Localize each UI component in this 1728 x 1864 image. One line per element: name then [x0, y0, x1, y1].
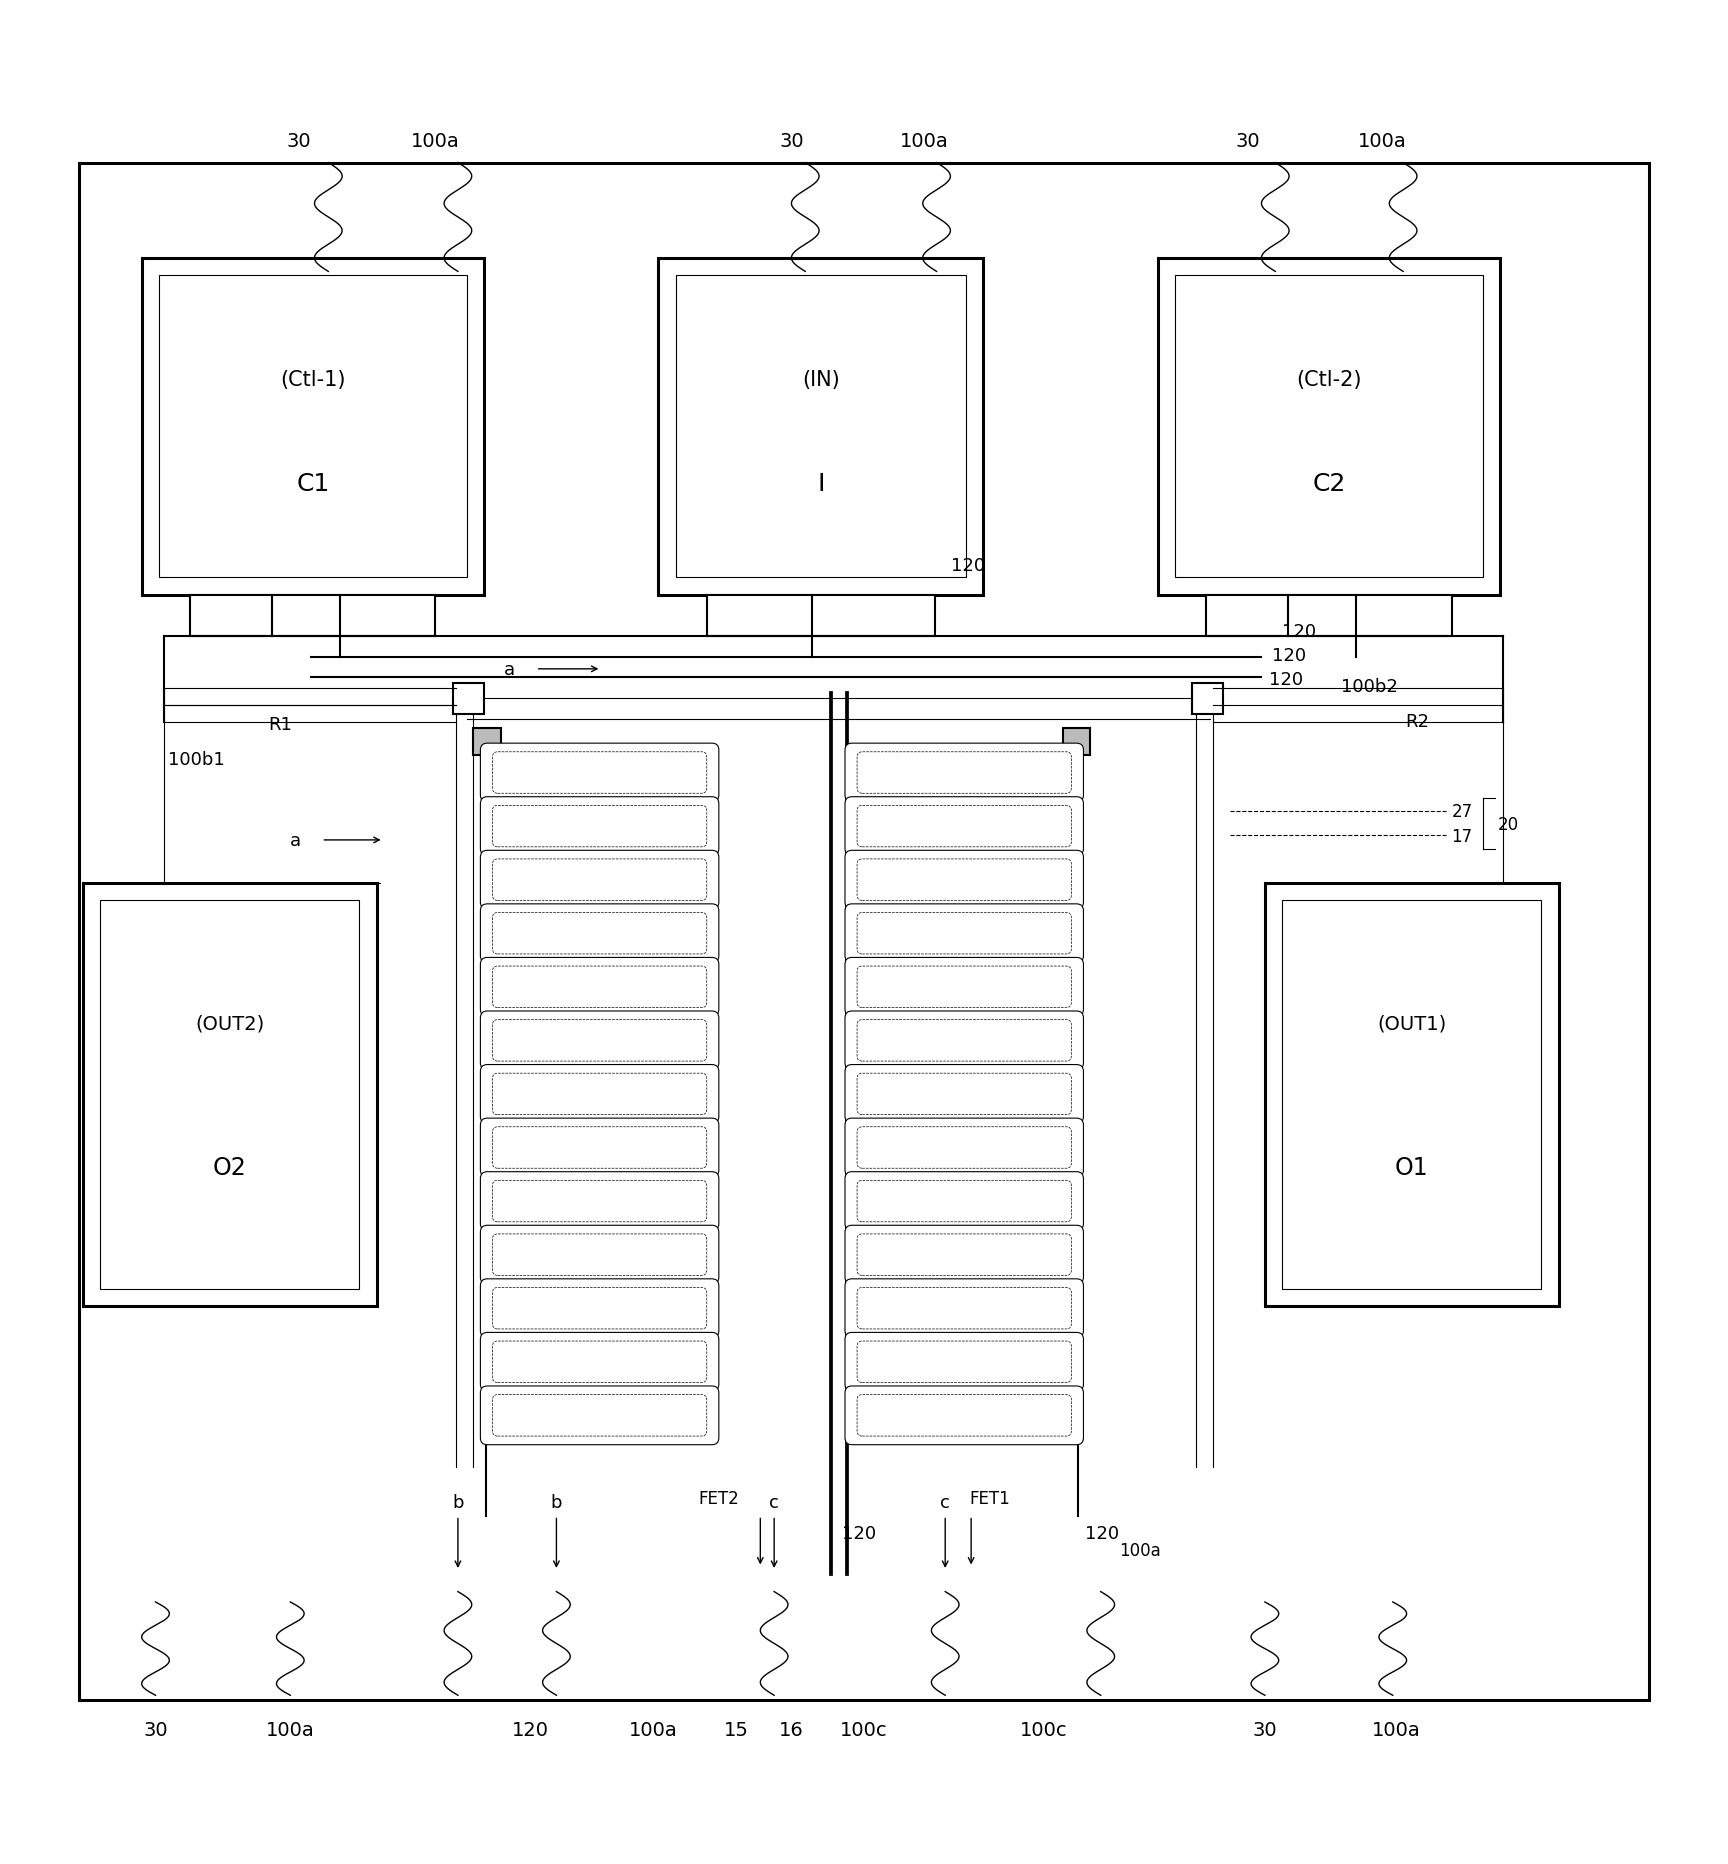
- FancyBboxPatch shape: [845, 1064, 1083, 1124]
- Bar: [1158, 259, 1500, 595]
- FancyBboxPatch shape: [845, 1012, 1083, 1070]
- Text: 30: 30: [779, 132, 804, 151]
- FancyBboxPatch shape: [845, 850, 1083, 910]
- FancyBboxPatch shape: [480, 1333, 719, 1391]
- Bar: [1282, 900, 1541, 1290]
- Bar: [676, 276, 966, 578]
- Bar: [83, 884, 377, 1307]
- Text: c: c: [940, 1493, 950, 1512]
- Text: 120: 120: [511, 1720, 550, 1739]
- FancyBboxPatch shape: [845, 904, 1083, 964]
- Text: 27: 27: [1452, 802, 1472, 820]
- Bar: [190, 595, 435, 637]
- Text: R2: R2: [1405, 712, 1429, 731]
- Text: 100a: 100a: [266, 1720, 314, 1739]
- Text: 100a: 100a: [1358, 132, 1407, 151]
- FancyBboxPatch shape: [845, 1172, 1083, 1230]
- Bar: [658, 259, 983, 595]
- Text: 30: 30: [143, 1720, 168, 1739]
- Text: 100a: 100a: [1120, 1542, 1161, 1560]
- FancyBboxPatch shape: [845, 1387, 1083, 1445]
- Text: O1: O1: [1394, 1156, 1429, 1180]
- Text: I: I: [817, 472, 824, 496]
- FancyBboxPatch shape: [845, 1227, 1083, 1284]
- Text: 120: 120: [1085, 1525, 1120, 1542]
- Text: 100a: 100a: [900, 132, 949, 151]
- FancyBboxPatch shape: [480, 1279, 719, 1338]
- Text: (IN): (IN): [802, 369, 840, 390]
- Bar: [1265, 884, 1559, 1307]
- FancyBboxPatch shape: [480, 744, 719, 803]
- Text: 30: 30: [1236, 132, 1260, 151]
- Text: C1: C1: [295, 472, 330, 496]
- FancyBboxPatch shape: [480, 958, 719, 1016]
- Bar: [1192, 684, 1223, 714]
- FancyBboxPatch shape: [480, 1012, 719, 1070]
- Text: 120: 120: [1282, 623, 1317, 641]
- FancyBboxPatch shape: [845, 798, 1083, 856]
- Text: 100c: 100c: [840, 1720, 888, 1739]
- Text: R1: R1: [268, 716, 292, 734]
- Bar: [159, 276, 467, 578]
- Text: 20: 20: [1498, 816, 1519, 833]
- Text: a: a: [290, 831, 301, 850]
- Text: 120: 120: [842, 1525, 876, 1542]
- FancyBboxPatch shape: [480, 1387, 719, 1445]
- Bar: [707, 595, 935, 637]
- Text: (Ctl-2): (Ctl-2): [1296, 369, 1362, 390]
- FancyBboxPatch shape: [845, 1279, 1083, 1338]
- Text: 30: 30: [287, 132, 311, 151]
- Text: 100c: 100c: [1020, 1720, 1068, 1739]
- Text: a: a: [505, 660, 515, 678]
- Text: (OUT2): (OUT2): [195, 1014, 264, 1033]
- Text: (OUT1): (OUT1): [1377, 1014, 1446, 1033]
- Text: O2: O2: [213, 1156, 247, 1180]
- Text: b: b: [551, 1493, 562, 1512]
- Text: 120: 120: [1268, 671, 1303, 690]
- FancyBboxPatch shape: [480, 904, 719, 964]
- Text: 100a: 100a: [629, 1720, 677, 1739]
- Text: FET1: FET1: [969, 1489, 1011, 1508]
- Bar: [1063, 729, 1090, 755]
- Bar: [100, 900, 359, 1290]
- Text: FET2: FET2: [698, 1489, 740, 1508]
- Bar: [473, 729, 501, 755]
- Text: 100a: 100a: [411, 132, 460, 151]
- Text: 15: 15: [724, 1720, 748, 1739]
- Bar: [453, 684, 484, 714]
- Bar: [1175, 276, 1483, 578]
- Bar: [142, 259, 484, 595]
- Text: 120: 120: [1272, 647, 1306, 665]
- FancyBboxPatch shape: [845, 1333, 1083, 1391]
- Bar: [1206, 595, 1452, 637]
- FancyBboxPatch shape: [845, 958, 1083, 1016]
- Text: 100b1: 100b1: [168, 751, 225, 768]
- Text: b: b: [453, 1493, 463, 1512]
- FancyBboxPatch shape: [480, 1064, 719, 1124]
- Text: 30: 30: [1253, 1720, 1277, 1739]
- Text: c: c: [769, 1493, 779, 1512]
- FancyBboxPatch shape: [480, 850, 719, 910]
- FancyBboxPatch shape: [845, 1118, 1083, 1178]
- Text: 100a: 100a: [1372, 1720, 1420, 1739]
- FancyBboxPatch shape: [480, 1172, 719, 1230]
- Text: 16: 16: [779, 1720, 804, 1739]
- Text: 17: 17: [1452, 828, 1472, 846]
- FancyBboxPatch shape: [480, 1227, 719, 1284]
- FancyBboxPatch shape: [480, 1118, 719, 1178]
- FancyBboxPatch shape: [845, 744, 1083, 803]
- Text: 100b2: 100b2: [1341, 678, 1398, 695]
- Text: C2: C2: [1312, 472, 1346, 496]
- FancyBboxPatch shape: [480, 798, 719, 856]
- Bar: [79, 164, 1649, 1700]
- Text: 120: 120: [950, 557, 985, 574]
- Text: (Ctl-1): (Ctl-1): [280, 369, 346, 390]
